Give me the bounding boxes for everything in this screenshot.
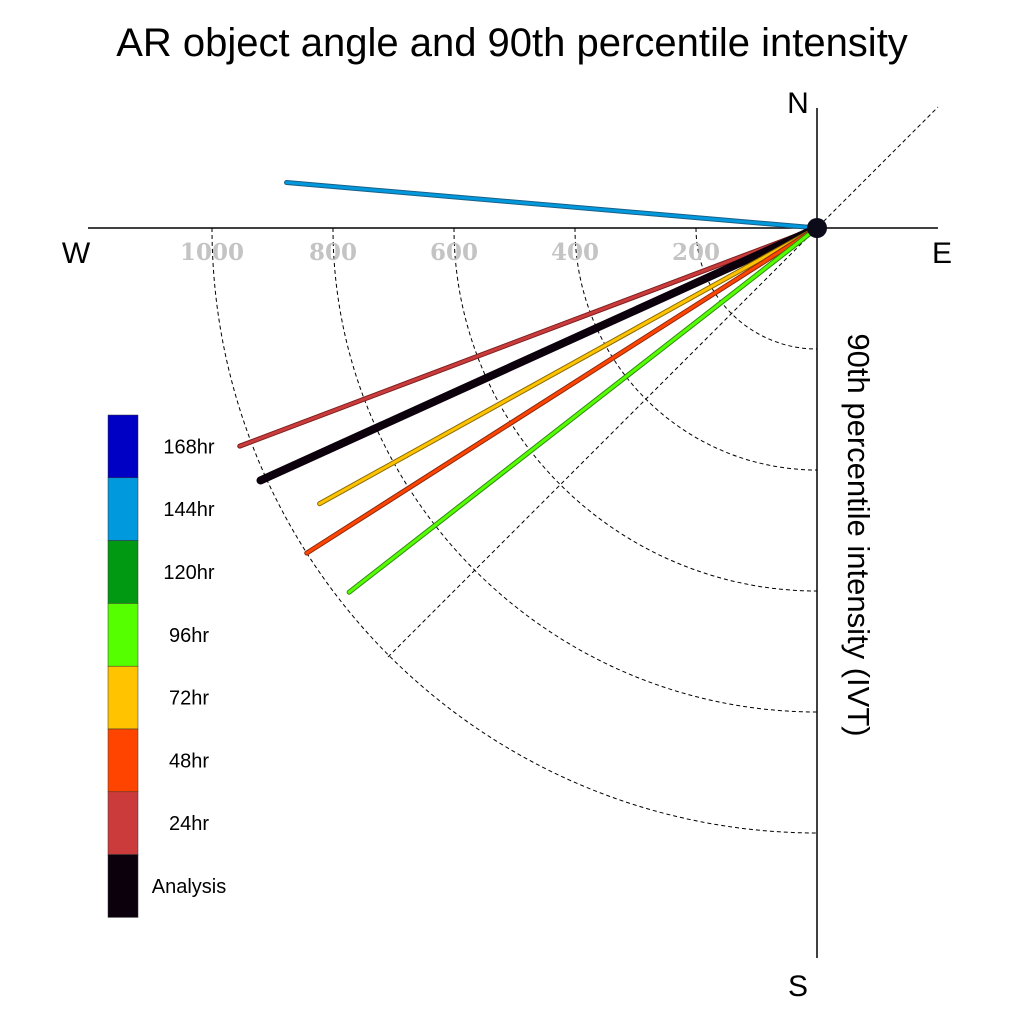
vector-line-72hr — [318, 226, 819, 506]
grid-arc-5 — [211, 227, 818, 834]
legend-label-144hr: 144hr — [163, 499, 214, 521]
radial-tick-labels: 200 400 600 800 1000 — [180, 239, 720, 266]
grid-diagonal — [387, 106, 939, 658]
legend-label-168hr: 168hr — [163, 436, 214, 458]
compass-north-label: N — [787, 87, 809, 120]
radial-tick-600: 600 — [430, 239, 478, 266]
legend-label-analysis: Analysis — [152, 876, 226, 898]
legend-swatch-72hr — [107, 665, 139, 730]
vector-line-24hr — [238, 226, 819, 448]
legend-label-48hr: 48hr — [169, 750, 209, 772]
legend-label-96hr: 96hr — [169, 625, 209, 647]
vector-24hr — [237, 225, 820, 449]
vector-144hr — [284, 180, 820, 231]
radial-tick-1000: 1000 — [180, 239, 244, 266]
compass-east-label: E — [932, 237, 952, 270]
legend-label-72hr: 72hr — [169, 688, 209, 710]
chart-title: AR object angle and 90th percentile inte… — [116, 21, 908, 65]
legend-swatch-120hr — [107, 540, 139, 604]
grid-arc-3 — [453, 227, 818, 592]
y-axis-label: 90th percentile intensity (IVT) — [841, 333, 876, 736]
legend-swatch-96hr — [107, 603, 139, 667]
legend-swatch-144hr — [107, 477, 139, 541]
legend-label-24hr: 24hr — [169, 813, 209, 835]
legend-swatch-analysis — [107, 854, 139, 918]
vector-line-144hr — [285, 181, 819, 230]
vector-analysis — [256, 224, 821, 485]
vector-line-analysis — [256, 224, 821, 485]
legend-swatch-168hr — [107, 414, 139, 479]
compass-west-label: W — [62, 237, 91, 270]
vector-48hr — [304, 225, 820, 556]
legend-label-120hr: 120hr — [163, 562, 214, 584]
vector-72hr — [317, 225, 820, 507]
legend: 168hr 144hr 120hr 96hr 72hr 48hr 24hr Analysis — [107, 414, 226, 918]
vector-96hr — [346, 225, 820, 595]
vector-line-48hr — [305, 226, 819, 555]
legend-swatch-24hr — [107, 791, 139, 855]
compass-south-label: S — [788, 970, 808, 1003]
legend-swatch-48hr — [107, 728, 139, 793]
grid — [211, 106, 939, 834]
vectors — [237, 180, 821, 595]
origin-marker — [807, 218, 827, 238]
radial-tick-400: 400 — [551, 239, 599, 266]
vector-line-96hr — [347, 226, 819, 594]
radial-tick-800: 800 — [309, 239, 357, 266]
radial-tick-200: 200 — [672, 239, 720, 266]
